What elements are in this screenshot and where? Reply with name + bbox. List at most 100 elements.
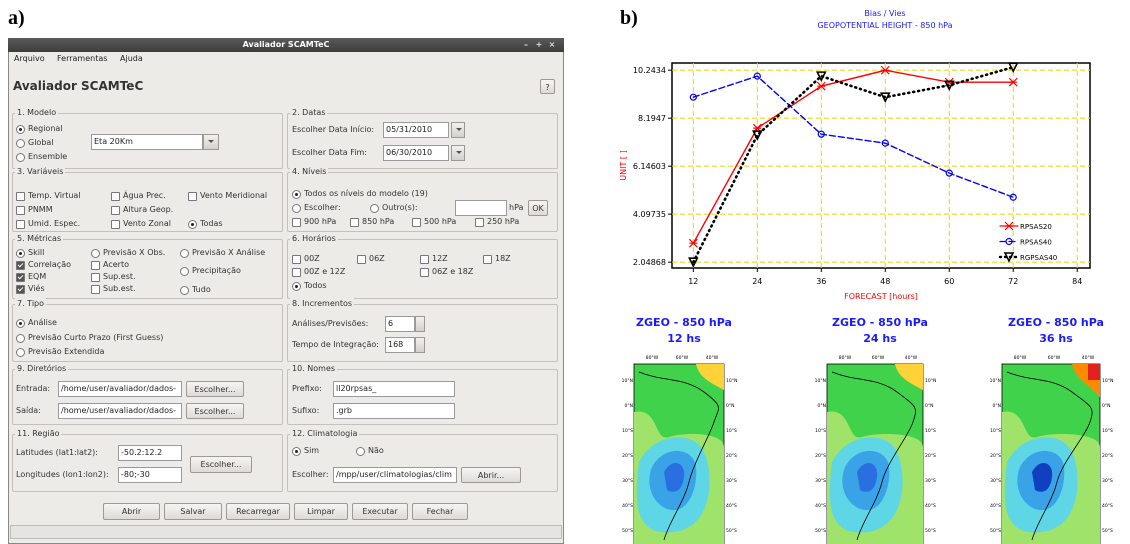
map-lat-label: 50°S [815,528,826,534]
map-lat-label: 10°S [925,428,936,434]
map: 80°W 60°W 40°W 10°N 10°N 0°N 0°N 10°S 10°S 20°S 20… [622,352,746,544]
map-lon-label: 60°W [872,355,885,361]
map-lat-label: 10°S [1102,428,1113,434]
coastline [1006,371,1093,541]
map-lat-label: 0°N [625,403,633,409]
map-lat-label: 50°S [726,528,737,534]
map-lat-label: 20°S [622,453,633,459]
map-lat-label: 0°N [818,403,826,409]
point-marker [1005,237,1013,246]
coastline [638,371,719,541]
map-lat-label: 50°S [925,528,936,534]
map-lat-label: 50°S [622,528,633,534]
y-tick-label: 8.1947 [638,114,666,123]
map-lon-label: 40°W [905,355,918,361]
map-lon-label: 60°W [676,355,689,361]
point-marker [753,72,761,80]
map-lat-label: 10°S [815,428,826,434]
map-subtitle: 24 hs [863,332,897,345]
map-lat-label: 40°S [622,503,633,509]
point-marker [816,81,826,91]
point-marker [1003,252,1015,263]
x-tick-label: 60 [944,277,954,286]
map-lat-label: 0°N [925,403,933,409]
map-lat-label: 30°S [925,478,936,484]
map-lat-label: 20°S [815,453,826,459]
chart-subtitle: GEOPOTENTIAL HEIGHT - 850 hPa [817,21,952,30]
map-subtitle: 12 hs [667,332,701,345]
map-lon-label: 80°W [839,355,852,361]
map-contour [895,364,923,390]
point-marker [879,92,891,103]
plot-area [671,62,1091,269]
x-tick-label: 12 [688,277,698,286]
point-marker [752,130,763,141]
map-contour [1088,364,1100,380]
map-lon-label: 80°W [646,355,659,361]
map-lat-label: 0°N [993,403,1001,409]
map-title: ZGEO - 850 hPa [1008,316,1104,329]
map-lat-label: 10°N [1102,378,1113,384]
map-lat-label: 20°S [925,453,936,459]
map-title: ZGEO - 850 hPa [832,316,928,329]
map-lat-label: 10°N [726,378,737,384]
map-contour [664,462,685,492]
point-marker [881,139,889,147]
coastline [831,371,916,541]
y-tick-label: 4.09735 [633,210,666,219]
map-lon-label: 80°W [1014,355,1027,361]
x-axis-label: FORECAST [hours] [844,292,918,301]
map-lat-label: 40°S [726,503,737,509]
map-lat-label: 10°N [990,378,1001,384]
point-marker [1004,221,1014,231]
point-marker [1008,77,1018,87]
point-marker [815,71,827,82]
map-lat-label: 10°N [925,378,936,384]
map-lat-label: 40°S [990,503,1001,509]
map-lon-label: 40°W [1082,355,1095,361]
point-marker [1009,193,1017,201]
y-tick-label: 2.04868 [633,258,666,267]
legend-label: RPSAS20 [1020,223,1052,231]
map: 80°W 60°W 40°W 10°N 10°N 0°N 0°N 10°S 10°S 20°S 20… [990,352,1122,544]
x-tick-label: 24 [752,277,762,286]
map-subtitle: 36 hs [1039,332,1073,345]
map-lat-label: 10°N [622,378,633,384]
map-lat-label: 30°S [1102,478,1113,484]
x-tick-label: 72 [1008,277,1018,286]
point-marker [688,257,699,268]
map-lat-label: 40°S [815,503,826,509]
legend-label: RPSAS40 [1020,239,1052,247]
map-lat-label: 10°S [726,428,737,434]
legend-label: RGPSAS40 [1020,254,1057,262]
y-axis-label: UNIT [ ] [619,150,628,180]
map-contour [696,364,724,390]
map-lat-label: 20°S [726,453,737,459]
map-title: ZGEO - 850 hPa [636,316,732,329]
map-lat-label: 30°S [815,478,826,484]
map-lat-label: 0°N [726,403,734,409]
map-lat-label: 20°S [1102,453,1113,459]
y-tick-label: 10.2434 [633,66,666,75]
series-line [692,69,1014,244]
x-tick-label: 36 [816,277,826,286]
point-marker [688,238,698,248]
map-lat-label: 30°S [726,478,737,484]
map: 80°W 60°W 40°W 10°N 10°N 0°N 0°N 10°S 10°S 20°S 20… [815,352,945,544]
map-lon-label: 40°W [706,355,719,361]
point-marker [880,65,890,75]
point-marker [943,80,955,92]
y-tick-label: 6.14603 [633,162,666,171]
map-lon-label: 60°W [1048,355,1061,361]
map-lat-label: 50°S [990,528,1001,534]
series-line [692,75,1014,198]
map-lat-label: 40°S [925,503,936,509]
point-marker [689,93,697,101]
map-lat-label: 40°S [1102,503,1113,509]
map-contour [1032,462,1053,492]
map-lat-label: 10°N [815,378,826,384]
x-tick-label: 48 [880,277,890,286]
x-tick-label: 84 [1072,277,1082,286]
